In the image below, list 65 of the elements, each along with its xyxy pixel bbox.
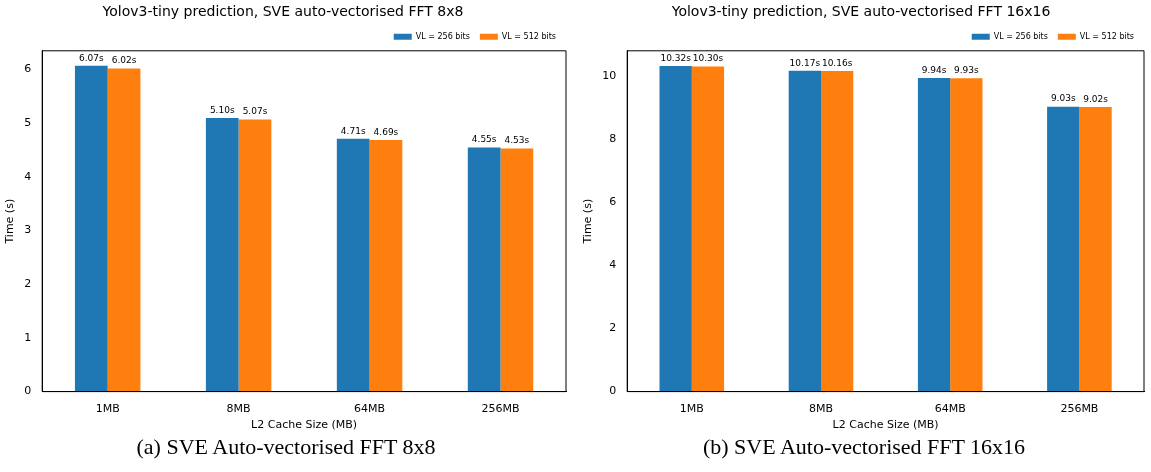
bar <box>950 78 983 392</box>
data-label: 9.93s <box>953 65 980 76</box>
bar <box>788 70 821 392</box>
data-label: 4.71s <box>340 125 366 136</box>
x-tick-label: 256MB <box>1060 402 1099 416</box>
chart-title: Yolov3-tiny prediction, SVE auto-vectorised FFT 8x8 <box>101 3 464 20</box>
data-label: 5.07s <box>242 106 268 117</box>
chart-title: Yolov3-tiny prediction, SVE auto-vectorised FFT 16x16 <box>670 3 1051 20</box>
y-tick-label: 5 <box>24 116 32 130</box>
data-label: 6.02s <box>111 55 137 66</box>
legend-label: VL = 256 bits <box>415 31 470 41</box>
data-label: 9.02s <box>1083 93 1109 104</box>
y-tick-label: 4 <box>609 258 617 272</box>
data-label: 9.94s <box>921 64 947 75</box>
bar <box>467 147 501 392</box>
y-tick-label: 6 <box>609 195 617 209</box>
y-tick-label: 3 <box>24 223 32 237</box>
bar <box>205 117 239 392</box>
data-label: 10.17s <box>789 57 821 68</box>
data-label: 9.03s <box>1050 93 1076 104</box>
data-label: 10.32s <box>660 52 692 63</box>
bar <box>500 148 534 392</box>
y-tick-label: 8 <box>609 132 617 146</box>
data-label: 4.69s <box>373 126 399 137</box>
bar <box>369 139 403 392</box>
data-label: 10.16s <box>821 57 853 68</box>
y-tick-label: 6 <box>24 62 32 76</box>
y-tick-label: 4 <box>24 169 32 183</box>
y-tick-label: 10 <box>602 68 617 82</box>
y-axis-title: Time (s) <box>3 198 17 245</box>
y-tick-label: 2 <box>24 277 32 291</box>
text: (b) SVE Auto-vectorised FFT 16x16 <box>702 433 1026 461</box>
y-tick-label: 1 <box>24 330 32 344</box>
x-tick-label: 8MB <box>808 402 834 416</box>
text: (a) SVE Auto-vectorised FFT 8x8 <box>136 433 436 461</box>
data-label: 4.55s <box>471 134 497 145</box>
x-tick-label: 64MB <box>934 402 966 416</box>
x-tick-label: 1MB <box>679 402 704 416</box>
y-tick-label: 0 <box>24 384 32 398</box>
y-axis-title: Time (s) <box>581 198 595 245</box>
data-label: 10.30s <box>692 53 724 64</box>
y-tick-label: 2 <box>609 321 617 335</box>
legend-label: VL = 256 bits <box>993 31 1048 41</box>
bar <box>107 68 141 392</box>
x-axis-title: L2 Cache Size (MB) <box>832 418 939 432</box>
bar <box>821 71 854 392</box>
x-axis-title: L2 Cache Size (MB) <box>251 418 358 432</box>
legend-label: VL = 512 bits <box>1079 31 1134 41</box>
legend-label: VL = 512 bits <box>501 31 556 41</box>
y-tick-label: 0 <box>609 384 617 398</box>
bar <box>917 77 951 392</box>
x-tick-label: 64MB <box>354 402 386 416</box>
x-tick-label: 256MB <box>481 402 520 416</box>
bar <box>238 119 272 392</box>
x-tick-label: 1MB <box>95 402 120 416</box>
data-label: 6.07s <box>78 52 104 63</box>
bar <box>659 65 692 392</box>
bar <box>336 138 370 392</box>
x-tick-label: 8MB <box>226 402 251 416</box>
bar <box>1079 106 1112 392</box>
bar <box>1047 106 1080 392</box>
data-label: 4.53s <box>504 135 530 146</box>
bar <box>691 66 725 392</box>
data-label: 5.10s <box>209 104 235 115</box>
bar <box>74 65 108 392</box>
